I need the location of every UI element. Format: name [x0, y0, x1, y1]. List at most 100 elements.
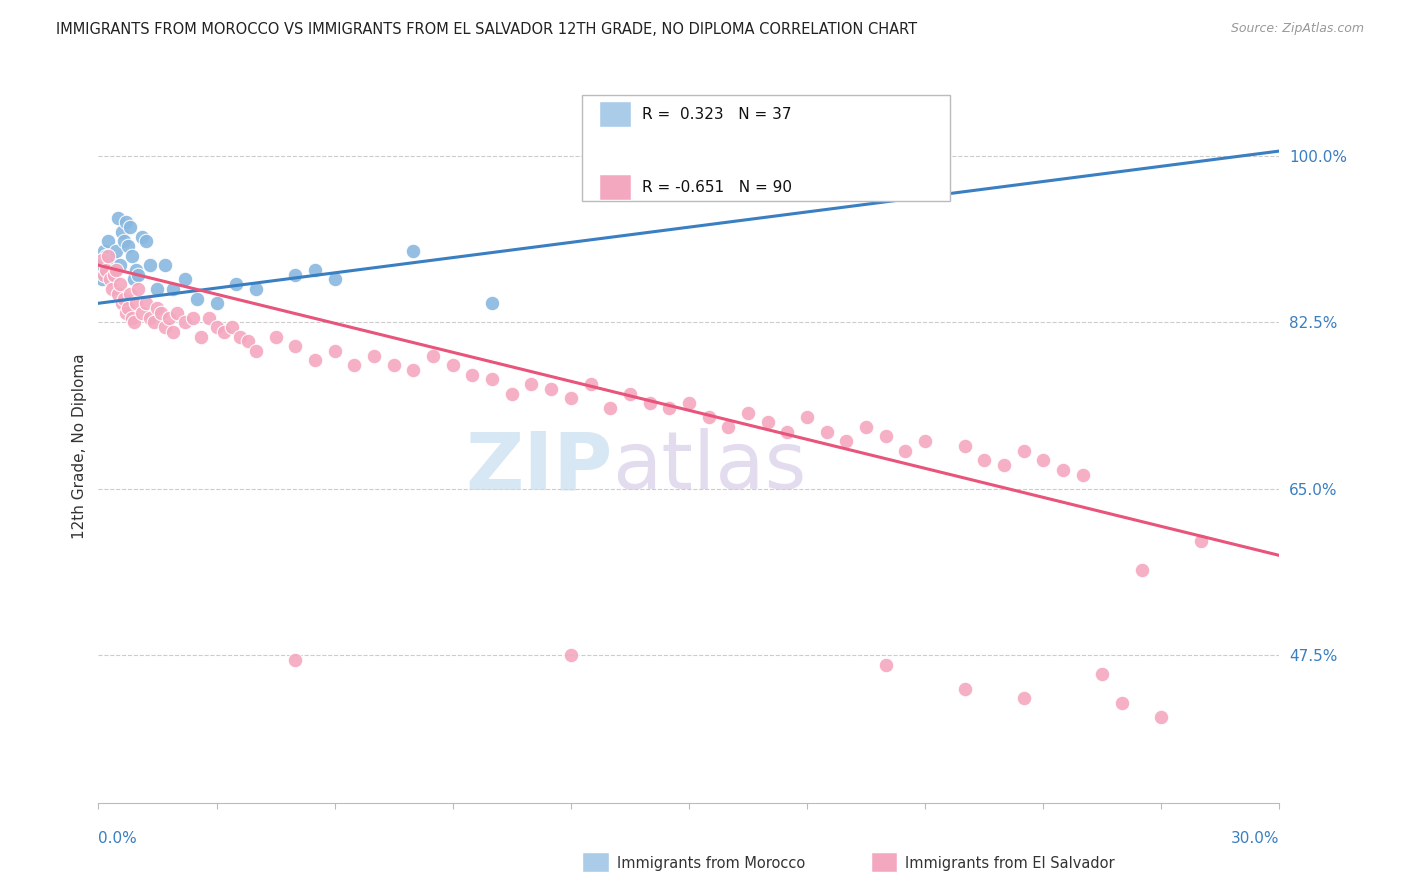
- Point: [717, 420, 740, 434]
- Point: [304, 263, 326, 277]
- Point: [205, 320, 228, 334]
- Point: [1071, 467, 1094, 482]
- Point: [197, 310, 219, 325]
- Point: [815, 425, 838, 439]
- Point: [91, 258, 114, 272]
- Point: [1012, 691, 1035, 706]
- Point: [402, 363, 425, 377]
- Point: [1111, 696, 1133, 710]
- Point: [97, 249, 120, 263]
- Point: [121, 249, 143, 263]
- Point: [131, 306, 153, 320]
- Point: [135, 296, 157, 310]
- Point: [221, 320, 243, 334]
- Point: [225, 277, 247, 292]
- Point: [481, 296, 503, 310]
- Point: [284, 653, 307, 667]
- Point: [973, 453, 995, 467]
- Point: [121, 310, 143, 325]
- Point: [98, 263, 121, 277]
- Point: [284, 268, 307, 282]
- Y-axis label: 12th Grade, No Diploma: 12th Grade, No Diploma: [72, 353, 87, 539]
- Point: [835, 434, 858, 449]
- Point: [697, 410, 720, 425]
- Point: [117, 301, 139, 315]
- Point: [1130, 563, 1153, 577]
- Point: [96, 249, 118, 263]
- Text: Immigrants from El Salvador: Immigrants from El Salvador: [905, 856, 1115, 871]
- Point: [162, 282, 184, 296]
- Point: [93, 268, 115, 282]
- Point: [146, 301, 169, 315]
- Point: [118, 286, 141, 301]
- Point: [540, 382, 562, 396]
- Point: [776, 425, 799, 439]
- Point: [103, 268, 125, 282]
- Point: [107, 286, 129, 301]
- Point: [214, 325, 236, 339]
- Point: [115, 215, 138, 229]
- Point: [131, 229, 153, 244]
- Point: [108, 277, 131, 292]
- Point: [560, 392, 582, 406]
- Point: [101, 282, 124, 296]
- Point: [229, 329, 252, 343]
- Point: [181, 310, 204, 325]
- Point: [125, 296, 148, 310]
- Point: [422, 349, 444, 363]
- Point: [343, 358, 366, 372]
- Point: [111, 225, 134, 239]
- Point: [284, 339, 307, 353]
- Point: [678, 396, 700, 410]
- Point: [481, 372, 503, 386]
- Point: [236, 334, 259, 349]
- Point: [138, 310, 160, 325]
- Point: [914, 434, 936, 449]
- Point: [638, 396, 661, 410]
- Point: [117, 239, 139, 253]
- Point: [619, 386, 641, 401]
- Point: [174, 272, 197, 286]
- Point: [953, 681, 976, 696]
- Point: [855, 420, 877, 434]
- Point: [993, 458, 1015, 472]
- Point: [105, 263, 128, 277]
- Point: [441, 358, 464, 372]
- Point: [953, 439, 976, 453]
- Point: [382, 358, 405, 372]
- Point: [186, 292, 208, 306]
- Point: [402, 244, 425, 258]
- Point: [135, 235, 157, 249]
- Text: IMMIGRANTS FROM MOROCCO VS IMMIGRANTS FROM EL SALVADOR 12TH GRADE, NO DIPLOMA CO: IMMIGRANTS FROM MOROCCO VS IMMIGRANTS FR…: [56, 22, 917, 37]
- Point: [166, 306, 188, 320]
- Point: [146, 282, 169, 296]
- Point: [264, 329, 287, 343]
- Point: [323, 343, 346, 358]
- Point: [304, 353, 326, 368]
- Point: [155, 258, 177, 272]
- Text: R = -0.651   N = 90: R = -0.651 N = 90: [643, 180, 792, 194]
- Text: atlas: atlas: [612, 428, 807, 507]
- Point: [142, 315, 165, 329]
- Point: [323, 272, 346, 286]
- Point: [101, 253, 124, 268]
- Point: [162, 325, 184, 339]
- Point: [108, 258, 131, 272]
- Point: [245, 343, 267, 358]
- Point: [599, 401, 621, 415]
- Point: [658, 401, 681, 415]
- Point: [796, 410, 818, 425]
- Point: [103, 268, 125, 282]
- Point: [155, 320, 177, 334]
- Point: [756, 415, 779, 429]
- Point: [112, 292, 135, 306]
- Point: [96, 263, 118, 277]
- Point: [737, 406, 759, 420]
- Text: Immigrants from Morocco: Immigrants from Morocco: [617, 856, 806, 871]
- Point: [127, 268, 149, 282]
- Point: [1189, 534, 1212, 549]
- Point: [875, 657, 897, 672]
- Point: [97, 235, 120, 249]
- Point: [501, 386, 523, 401]
- Point: [363, 349, 385, 363]
